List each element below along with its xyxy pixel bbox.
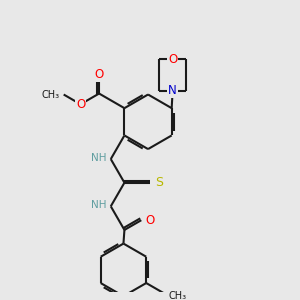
Text: NH: NH [92,153,107,163]
Text: O: O [168,53,177,66]
Text: NH: NH [92,200,107,210]
Text: CH₃: CH₃ [169,291,187,300]
Text: O: O [94,68,104,81]
Text: CH₃: CH₃ [42,89,60,100]
Text: N: N [168,84,177,97]
Text: O: O [145,214,154,227]
Text: O: O [76,98,85,111]
Text: S: S [154,176,163,189]
